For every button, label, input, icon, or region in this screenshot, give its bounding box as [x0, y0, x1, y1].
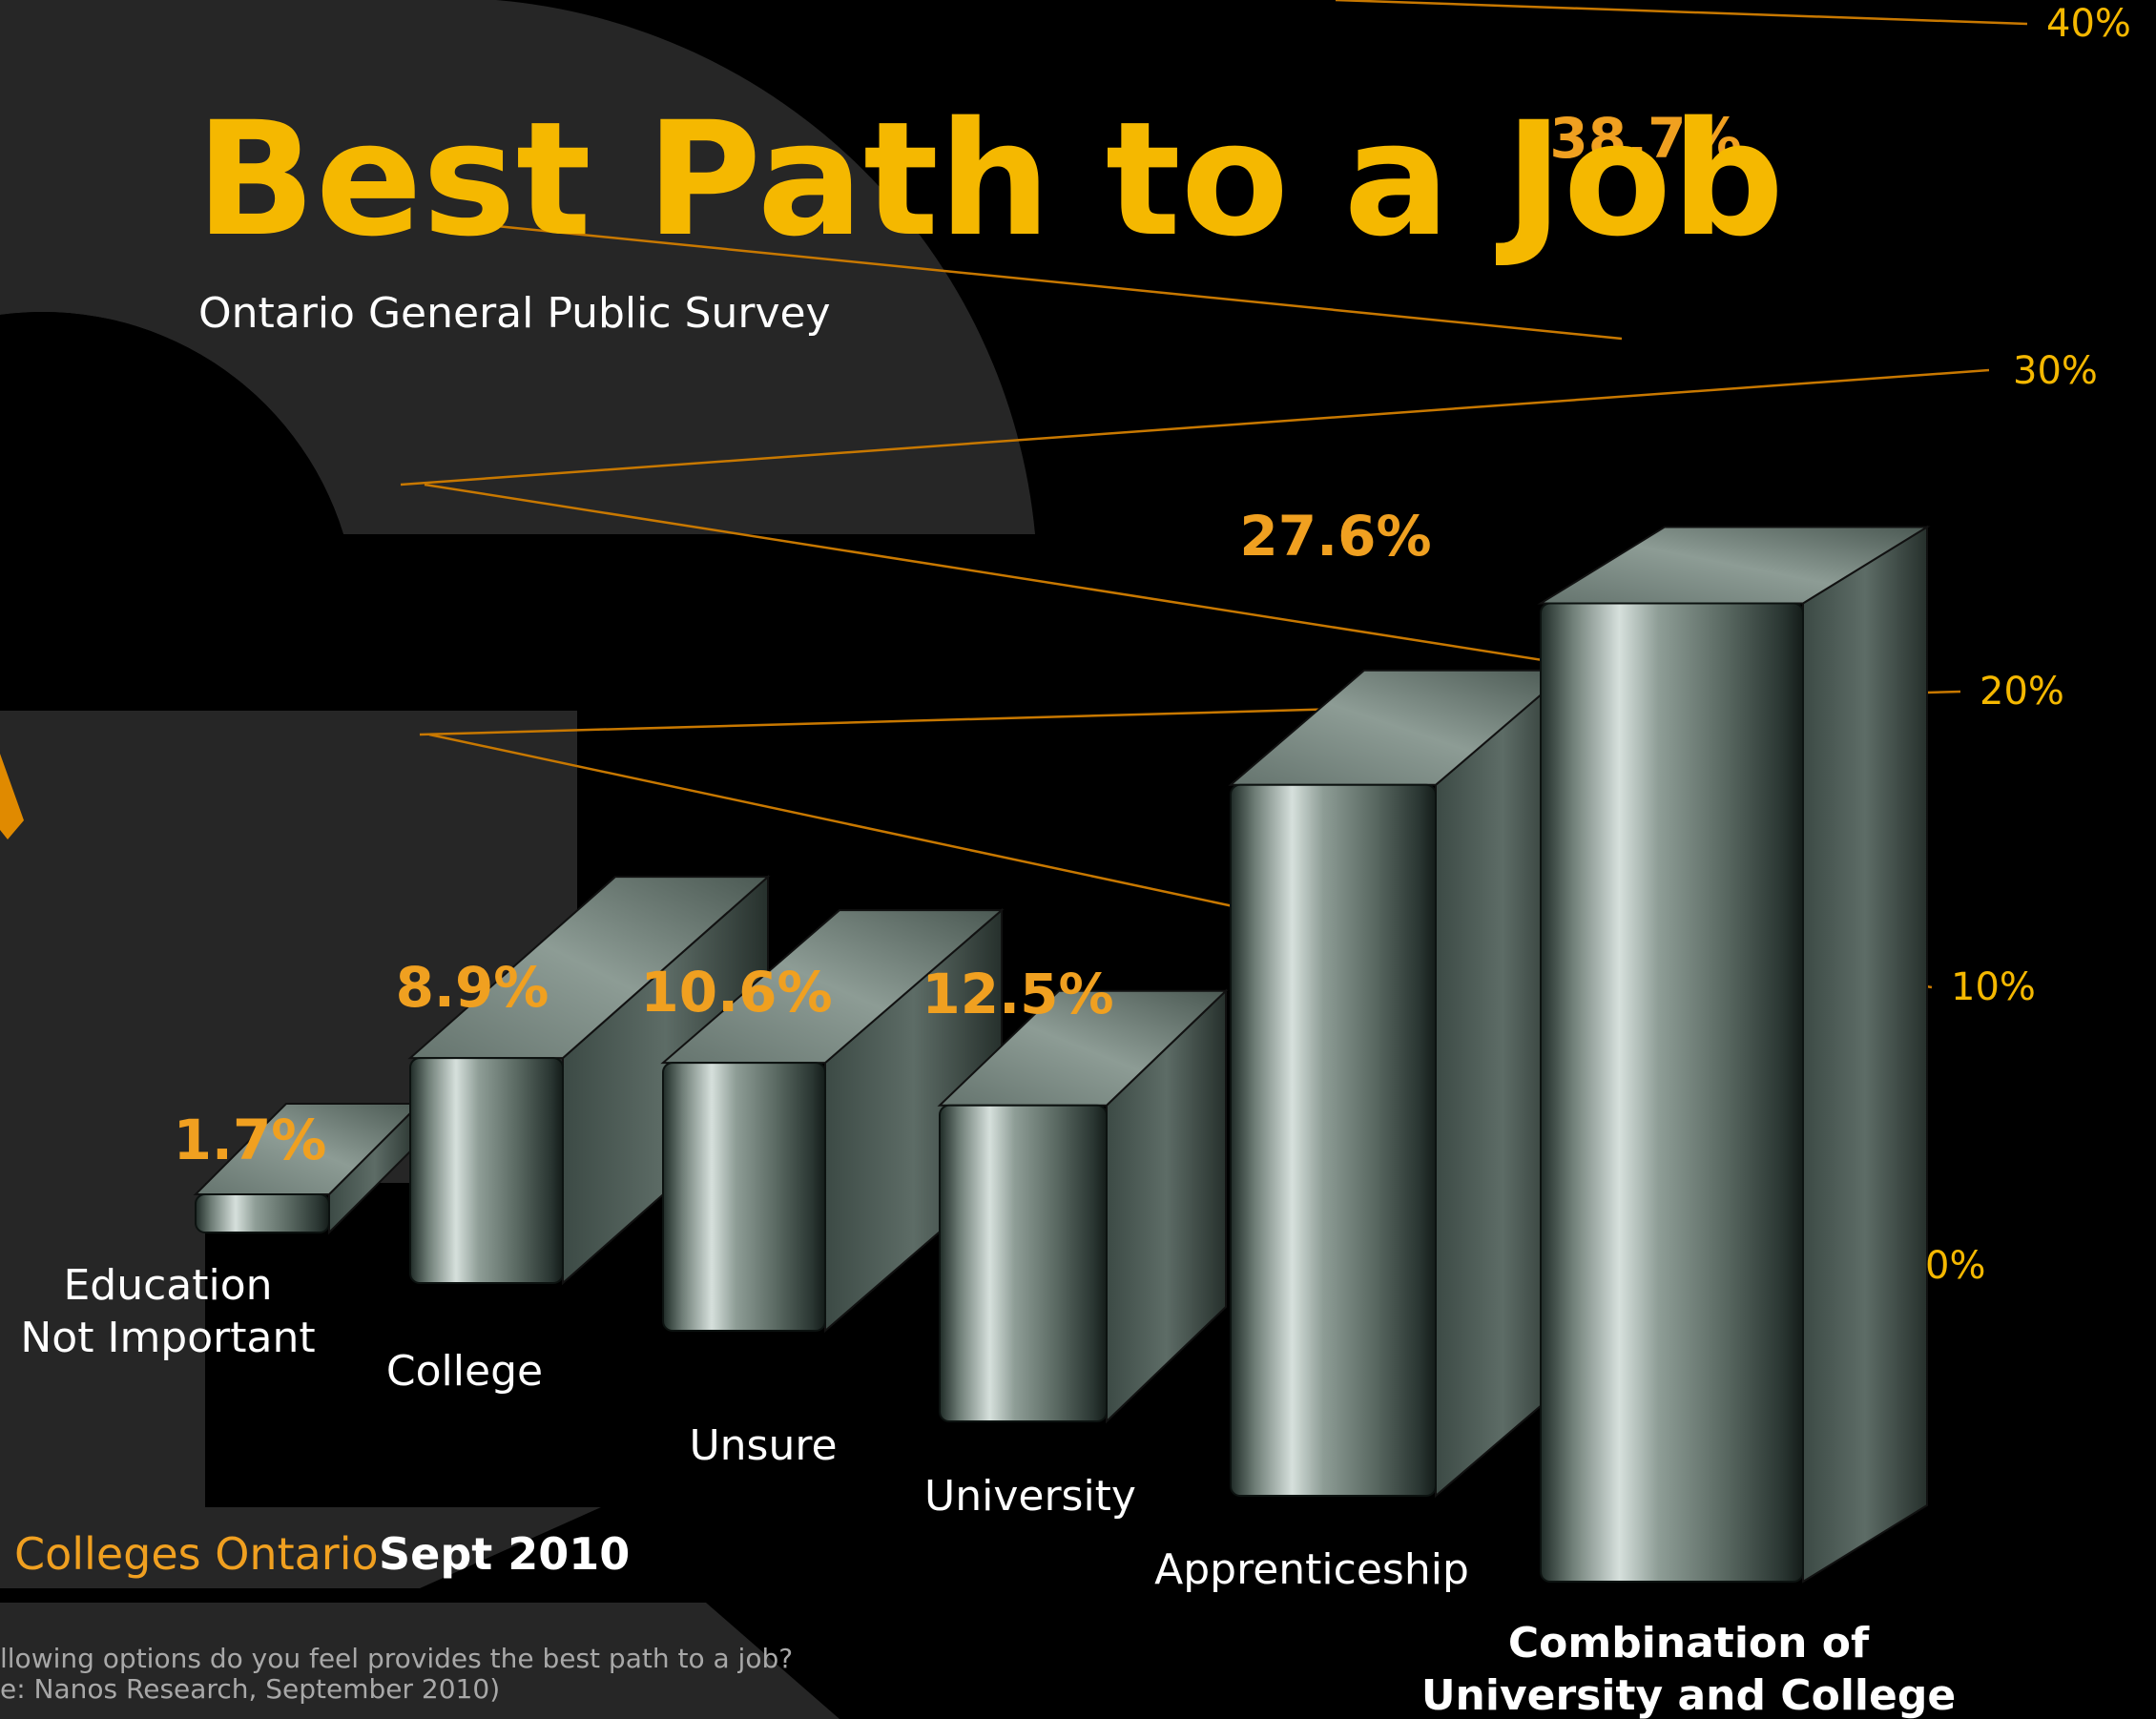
gridline-guide	[428, 733, 1270, 916]
bar	[662, 1062, 826, 1332]
chart-title: Best Path to a Job	[196, 88, 1784, 271]
y-tick-label: 20%	[1980, 670, 2064, 714]
category-label: University and College	[1421, 1671, 1956, 1719]
source-note: e: Nanos Research, September 2010)	[0, 1673, 500, 1705]
gridline-guide	[424, 483, 1623, 674]
survey-question-note: llowing options do you feel provides the…	[0, 1643, 793, 1674]
bar	[1540, 602, 1804, 1584]
y-tick-label: 40%	[2046, 2, 2131, 46]
gridline-guide	[476, 222, 1623, 341]
category-label: Apprenticeship	[1154, 1545, 1469, 1594]
value-label: 1.7%	[174, 1108, 327, 1172]
gridline-40	[1335, 0, 2028, 26]
date-label: Sept 2010	[379, 1528, 630, 1580]
y-tick-label: 10%	[1951, 965, 2036, 1009]
bar	[409, 1057, 564, 1285]
bar	[939, 1104, 1108, 1422]
category-label: Combination of	[1508, 1619, 1870, 1667]
y-tick-label: 30%	[2013, 349, 2098, 393]
category-label: University	[924, 1472, 1136, 1521]
bar	[1230, 783, 1437, 1497]
chart-subtitle: Ontario General Public Survey	[198, 289, 831, 338]
category-label: Unsure	[689, 1421, 837, 1470]
value-label: 10.6%	[640, 960, 832, 1025]
bar	[195, 1193, 330, 1233]
category-label: Education	[63, 1261, 272, 1310]
category-label: Not Important	[20, 1314, 315, 1362]
gridline-30	[400, 368, 1990, 487]
value-label: 27.6%	[1239, 504, 1431, 569]
value-label: 12.5%	[922, 962, 1113, 1026]
value-label: 38.7%	[1549, 106, 1741, 171]
backdrop-logo	[0, 0, 1035, 1719]
y-axis-ticks: 0% 10% 20% 30% 40%	[1925, 2, 2131, 1288]
bar-side	[1802, 525, 1928, 1584]
brand-label: Colleges Ontario	[14, 1528, 379, 1580]
y-tick-label: 0%	[1925, 1244, 1985, 1288]
category-label: College	[386, 1347, 543, 1396]
value-label: 8.9%	[396, 955, 549, 1020]
bars	[193, 525, 1931, 1584]
value-labels: 1.7% 8.9% 10.6% 12.5% 27.6% 38.7%	[174, 106, 1742, 1172]
